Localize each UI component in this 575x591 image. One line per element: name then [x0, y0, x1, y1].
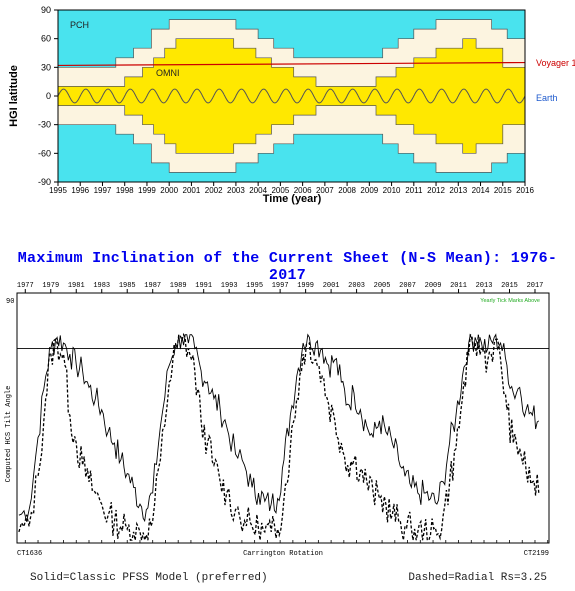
x-tick-label: 2015 [494, 186, 512, 195]
hgi-latitude-chart: 90 60 30 0 -30 -60 -90 1995 1996 1997 1998 1999 200… [8, 5, 575, 205]
year-tick-label: 1981 [68, 282, 85, 290]
dashed-caption: Dashed=Radial Rs=3.25 [408, 572, 547, 584]
omni-label: OMNI [156, 68, 180, 78]
x-tick-label: 2010 [383, 186, 401, 195]
y-axis-label-2: Computed HCS Tilt Angle [5, 386, 13, 483]
radial-dashed-line [18, 332, 540, 541]
y-tick-label: 0 [46, 91, 51, 101]
year-tick-label: 2013 [476, 282, 493, 290]
y-axis-ticks: 90 60 30 0 -30 -60 -90 [38, 5, 58, 187]
x-tick-label: 1999 [138, 186, 156, 195]
earth-label: Earth [536, 93, 558, 103]
pch-label: PCH [70, 20, 89, 30]
x-tick-label: 2013 [449, 186, 467, 195]
y-tick-label: 60 [41, 34, 51, 44]
x-tick-label: 1997 [94, 186, 112, 195]
year-tick-label: 2017 [527, 282, 544, 290]
voyager-1-line [57, 61, 526, 67]
year-tick-label: 1997 [272, 282, 289, 290]
x-tick-label: 2004 [249, 186, 267, 195]
x-tick-label: 2011 [405, 186, 423, 195]
x-tick-label: 1995 [49, 186, 67, 195]
year-ticks: 1977 1979 1981 1983 1985 1987 1989 1991 1993 1995… [17, 282, 544, 293]
year-tick-label: 1995 [246, 282, 263, 290]
year-tick-label: 1977 [17, 282, 34, 290]
x-tick-label: 2012 [427, 186, 445, 195]
year-tick-label: 2001 [323, 282, 340, 290]
y-tick-90: 90 [6, 298, 14, 306]
year-tick-label: 2015 [501, 282, 518, 290]
year-tick-label: 1993 [221, 282, 238, 290]
year-tick-label: 1991 [195, 282, 212, 290]
solid-caption: Solid=Classic PFSS Model (preferred) [30, 572, 268, 584]
x-axis-ticks: 1995 1996 1997 1998 1999 2000 2001 2002 2003 2004… [49, 182, 534, 195]
year-tick-label: 1987 [144, 282, 161, 290]
year-tick-label: 1985 [119, 282, 136, 290]
year-tick-label: 1983 [93, 282, 110, 290]
x-start-label: CT1636 [17, 550, 42, 558]
y-axis-label-1: HGI latitude [8, 65, 20, 127]
y-tick-label: -30 [38, 120, 51, 130]
chart-2-title: Maximum Inclination of the Current Sheet… [17, 250, 558, 284]
x-tick-label: 2014 [472, 186, 490, 195]
year-tick-label: 1999 [297, 282, 314, 290]
x-tick-label: 2002 [205, 186, 223, 195]
x-tick-label: 2007 [316, 186, 334, 195]
y-tick-label: -60 [38, 148, 51, 158]
y-tick-label: 90 [41, 5, 51, 15]
x-tick-label: 2005 [271, 186, 289, 195]
year-tick-label: 2007 [399, 282, 416, 290]
x-tick-label: 2000 [160, 186, 178, 195]
voyager-1-label: Voyager 1 [536, 58, 575, 68]
pfss-solid-line [18, 333, 540, 523]
x-tick-label: 2009 [360, 186, 378, 195]
year-tick-label: 2011 [450, 282, 467, 290]
earth-line [57, 88, 526, 104]
year-tick-label: 1989 [170, 282, 187, 290]
year-tick-label: 1979 [42, 282, 59, 290]
y-tick-label: -90 [38, 177, 51, 187]
rotation-ticks [24, 540, 549, 543]
x-tick-label: 1998 [116, 186, 134, 195]
year-tick-label: 2005 [374, 282, 391, 290]
year-tick-label: 2009 [425, 282, 442, 290]
x-tick-label: 2016 [516, 186, 534, 195]
x-tick-label: 2001 [183, 186, 201, 195]
x-tick-label: 1996 [71, 186, 89, 195]
x-tick-label: 2008 [338, 186, 356, 195]
x-end-label: CT2199 [524, 550, 549, 558]
x-axis-label-1: Time (year) [263, 193, 322, 205]
x-tick-label: 2003 [227, 186, 245, 195]
hcs-tilt-chart: 1977 1979 1981 1983 1985 1987 1989 1991 1993 1995… [5, 282, 550, 558]
tick-annotation: Yearly Tick Marks Above [480, 298, 540, 304]
y-tick-label: 30 [41, 62, 51, 72]
x-tick-label: 2006 [294, 186, 312, 195]
year-tick-label: 2003 [348, 282, 365, 290]
x-axis-label-2: Carrington Rotation [243, 550, 323, 558]
